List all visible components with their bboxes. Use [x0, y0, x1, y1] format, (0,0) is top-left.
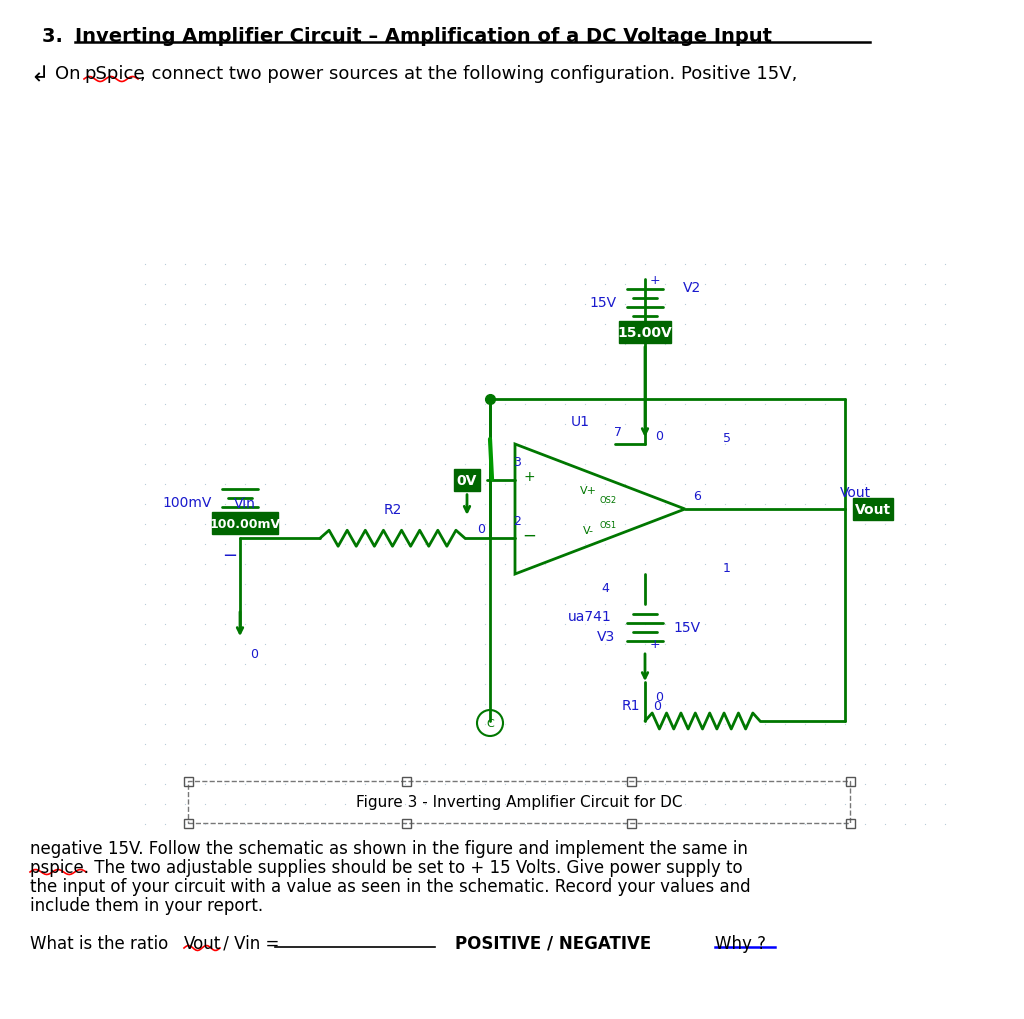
Text: 0: 0	[655, 430, 663, 443]
Text: 100mV: 100mV	[163, 495, 212, 510]
Text: Figure 3 - Inverting Amplifier Circuit for DC: Figure 3 - Inverting Amplifier Circuit f…	[355, 795, 682, 810]
Text: −: −	[222, 546, 238, 565]
Text: Vin: Vin	[234, 497, 256, 511]
Text: −: −	[522, 526, 536, 544]
Text: 0V: 0V	[457, 473, 477, 487]
Text: 0: 0	[477, 522, 485, 535]
Text: 3: 3	[513, 455, 521, 469]
Bar	[846, 818, 854, 827]
Bar	[183, 776, 193, 786]
Text: Vout: Vout	[184, 934, 221, 952]
Text: Vout: Vout	[840, 485, 870, 499]
Text: 2: 2	[513, 515, 521, 527]
Text: On: On	[55, 65, 86, 83]
Text: pSpice: pSpice	[84, 65, 144, 83]
Text: the input of your circuit with a value as seen in the schematic. Record your val: the input of your circuit with a value a…	[30, 877, 751, 895]
FancyBboxPatch shape	[618, 322, 672, 343]
Text: 15.00V: 15.00V	[617, 326, 673, 339]
Text: Vout: Vout	[855, 502, 891, 517]
Text: 5: 5	[723, 432, 731, 445]
Text: , connect two power sources at the following configuration. Positive 15V,: , connect two power sources at the follo…	[140, 65, 798, 83]
Bar	[183, 818, 193, 827]
Text: include them in your report.: include them in your report.	[30, 896, 263, 914]
Bar	[627, 818, 636, 827]
FancyBboxPatch shape	[212, 513, 279, 535]
Text: 6: 6	[693, 489, 701, 502]
Text: OS1: OS1	[599, 521, 616, 529]
Text: 0: 0	[250, 647, 258, 660]
Text: +: +	[649, 274, 660, 287]
Text: V-: V-	[583, 526, 594, 536]
Bar	[188, 782, 850, 823]
Text: R2: R2	[383, 502, 401, 517]
Text: negative 15V. Follow the schematic as shown in the figure and implement the same: negative 15V. Follow the schematic as sh…	[30, 840, 748, 857]
Text: What is the ratio: What is the ratio	[30, 934, 173, 952]
Text: Inverting Amplifier Circuit – Amplification of a DC Voltage Input: Inverting Amplifier Circuit – Amplificat…	[75, 26, 772, 46]
Text: C: C	[486, 718, 494, 729]
Text: ↲: ↲	[30, 65, 48, 85]
FancyBboxPatch shape	[455, 470, 480, 491]
Text: +: +	[649, 638, 660, 651]
Text: ua741: ua741	[568, 609, 612, 624]
Bar	[402, 776, 411, 786]
Text: +: +	[523, 470, 535, 483]
Bar	[627, 776, 636, 786]
Text: 3.: 3.	[42, 26, 77, 46]
FancyBboxPatch shape	[853, 498, 893, 521]
Text: 0: 0	[655, 690, 663, 703]
Bar	[846, 776, 854, 786]
Text: 0: 0	[653, 699, 662, 712]
Text: 100.00mV: 100.00mV	[210, 518, 281, 530]
Text: V2: V2	[683, 280, 701, 294]
Text: V+: V+	[580, 485, 597, 495]
Bar	[402, 818, 411, 827]
Text: 15V: 15V	[590, 296, 617, 310]
Text: U1: U1	[570, 415, 590, 429]
Text: Why ?: Why ?	[715, 934, 766, 952]
Text: V3: V3	[597, 630, 615, 643]
Text: R1: R1	[622, 698, 640, 712]
Text: 7: 7	[614, 426, 622, 439]
Text: / Vin =: / Vin =	[218, 934, 285, 952]
Text: 4: 4	[601, 582, 609, 595]
Text: OS2: OS2	[599, 496, 616, 504]
Text: 15V: 15V	[673, 621, 700, 635]
Text: pspice. The two adjustable supplies should be set to + 15 Volts. Give power supp: pspice. The two adjustable supplies shou…	[30, 858, 742, 876]
Text: POSITIVE / NEGATIVE: POSITIVE / NEGATIVE	[455, 934, 651, 952]
Text: 1: 1	[723, 561, 731, 575]
